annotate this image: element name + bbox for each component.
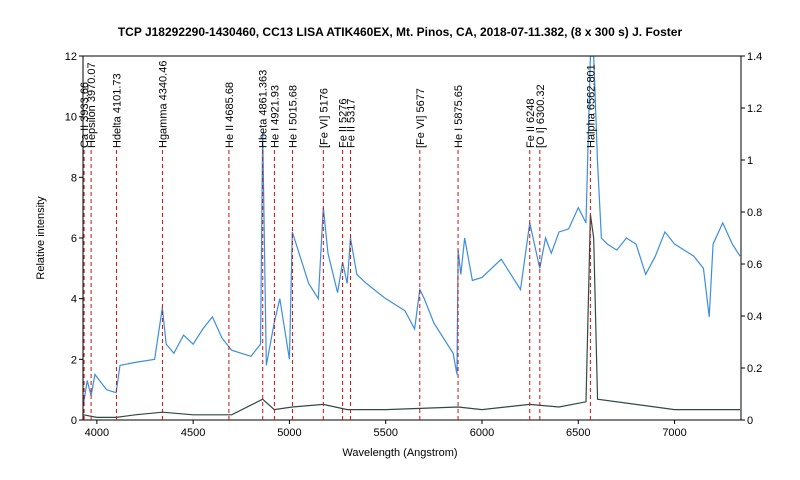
line-label: Hgamma 4340.46	[157, 61, 169, 148]
y-axis-label: Relative intensity	[35, 196, 47, 280]
y-tick-label: 4	[71, 294, 77, 306]
line-label: Fe II 6248	[525, 98, 537, 148]
line-label: Fe II 5317	[345, 98, 357, 148]
y2-tick-label: 0	[747, 415, 753, 427]
y-tick-label: 2	[71, 354, 77, 366]
x-tick-label: 5000	[277, 427, 301, 439]
line-label: He I 4921.93	[269, 85, 281, 148]
line-label: Hepsilon 3970.07	[86, 62, 98, 148]
y-tick-label: 8	[71, 172, 77, 184]
line-label: Hdelta 4101.73	[111, 73, 123, 148]
line-label: Halpha 6562.801	[585, 64, 597, 148]
plot-area	[83, 56, 741, 418]
y-tick-label: 10	[65, 112, 77, 124]
spectrum-line	[83, 56, 741, 405]
plot-frame	[82, 55, 742, 421]
line-label: [O I] 6300.32	[535, 84, 547, 148]
x-tick-label: 5500	[373, 427, 397, 439]
spectrum-line	[83, 214, 741, 418]
chart-title: TCP J18292290-1430460, CC13 LISA ATIK460…	[118, 25, 683, 39]
y2-tick-label: 0.8	[747, 207, 762, 219]
line-label: [Fe VI] 5176	[318, 88, 330, 148]
x-tick-label: 6500	[566, 427, 590, 439]
x-tick-label: 7000	[662, 427, 686, 439]
line-label: Hbeta 4861.363	[258, 70, 270, 148]
y-tick-label: 12	[65, 51, 77, 63]
line-label: He II 4685.68	[224, 82, 236, 148]
y2-tick-label: 0.6	[747, 259, 762, 271]
line-label: He I 5875.65	[453, 85, 465, 148]
y-tick-label: 6	[71, 233, 77, 245]
y-tick-label: 0	[71, 415, 77, 427]
y2-tick-label: 1	[747, 155, 753, 167]
x-tick-label: 4500	[181, 427, 205, 439]
y2-tick-label: 0.2	[747, 363, 762, 375]
y2-tick-label: 1.4	[747, 51, 762, 63]
y2-tick-label: 1.2	[747, 103, 762, 115]
line-label: He I 5015.68	[287, 85, 299, 148]
x-axis-label: Wavelength (Angstrom)	[342, 447, 457, 459]
x-tick-label: 4000	[85, 427, 109, 439]
x-tick-label: 6000	[470, 427, 494, 439]
line-label: [Fe VI] 5677	[415, 88, 427, 148]
line-label: Fe II 5276	[338, 98, 350, 148]
y2-tick-label: 0.4	[747, 311, 762, 323]
line-label: Ca II 3933.66	[79, 82, 91, 148]
